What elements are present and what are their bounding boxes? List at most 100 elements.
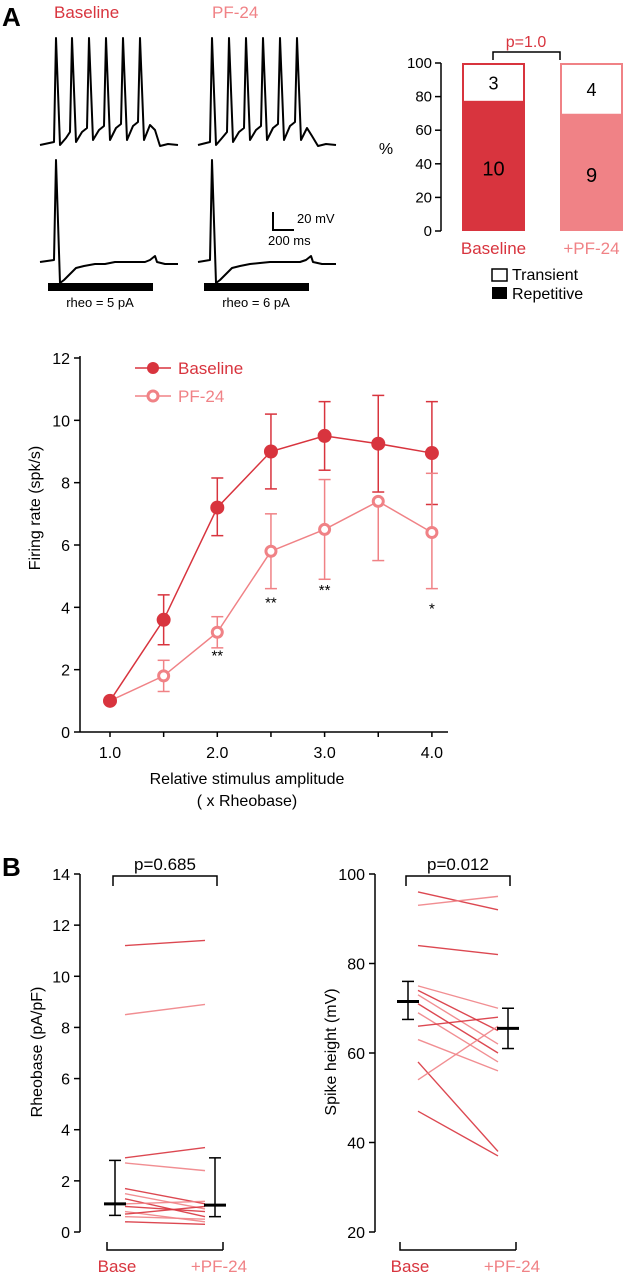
bar-repetitive-1 — [560, 114, 623, 231]
point-baseline — [210, 500, 225, 515]
spike-pair-line — [417, 1003, 499, 1054]
point-baseline — [317, 428, 332, 443]
legend-baseline-label: Baseline — [178, 359, 243, 378]
spike-y-tick-label: 20 — [347, 1225, 365, 1242]
spike-pvalue-label: p=0.012 — [427, 855, 489, 874]
spike-pvalue-bracket — [405, 875, 511, 886]
rheobase-pair-line — [124, 1221, 206, 1226]
rheobase-pair-line — [124, 1003, 206, 1016]
rheo-label-pf: rheo = 6 pA — [222, 295, 290, 310]
firing-y-tick-label: 8 — [61, 476, 70, 493]
firing-y-label: Firing rate (spk/s) — [27, 446, 44, 570]
spike-category-base: Base — [391, 1257, 430, 1276]
point-baseline — [263, 444, 278, 459]
firing-y-tick-label: 10 — [52, 413, 70, 430]
firing-x-label-2: ( x Rheobase) — [197, 793, 298, 810]
bar-transient-count-0: 3 — [488, 73, 498, 93]
point-baseline — [424, 446, 439, 461]
trace-baseline-repetitive — [39, 37, 179, 147]
point-pf — [318, 522, 332, 536]
legend-transient-label: Transient — [512, 267, 579, 284]
bar-repetitive-0 — [462, 101, 525, 231]
trace-title-pf: PF-24 — [212, 3, 258, 22]
rheobase-pvalue-label: p=0.685 — [134, 855, 196, 874]
bar-transient-1 — [560, 63, 623, 116]
firing-x-label: Relative stimulus amplitude — [150, 771, 345, 788]
rheobase-category-pf: +PF-24 — [191, 1257, 247, 1276]
scale-voltage-label: 20 mV — [297, 211, 335, 226]
rheobase-pair-line — [124, 939, 206, 947]
rheobase-pair-line — [124, 1198, 206, 1218]
point-baseline — [103, 693, 117, 708]
stacked-y-tick-label: 40 — [415, 156, 432, 173]
stacked-y-tick-label: 60 — [415, 122, 432, 139]
rheobase-y-label: Rheobase (pA/pF) — [29, 987, 46, 1118]
bar-transient-0 — [462, 63, 525, 103]
point-baseline — [156, 612, 171, 627]
bar-repetitive-count-0: 10 — [482, 158, 504, 180]
rheobase-chart: Rheobase (pA/pF) 0 2 4 6 8 10 12 14 p=0.685 Base +… — [29, 855, 247, 1276]
rheobase-y-tick-label: 8 — [61, 1020, 70, 1037]
rheobase-pair-line — [124, 1205, 206, 1215]
rheobase-pair-line — [124, 1192, 206, 1210]
firing-y-tick-label: 0 — [61, 725, 70, 742]
point-pf — [264, 544, 278, 558]
spike-pair-line — [417, 989, 499, 1032]
panel-label-b: B — [2, 852, 21, 882]
spike-pair-line — [417, 1061, 499, 1152]
stacked-bar-chart: p=1.0 % Transient Repetitive 0 20 40 60 80 10… — [379, 34, 623, 303]
significance-marker: ** — [265, 594, 277, 611]
stimulus-bar-baseline — [48, 283, 153, 291]
rheobase-y-tick-label: 10 — [52, 969, 70, 986]
firing-x-tick-label: 3.0 — [313, 745, 335, 762]
firing-y-tick-label: 12 — [52, 351, 70, 368]
legend-transient-swatch — [491, 268, 508, 282]
rheo-label-baseline: rheo = 5 pA — [66, 295, 134, 310]
trace-pf-repetitive — [197, 37, 337, 147]
point-pf — [425, 526, 439, 540]
significance-marker: ** — [211, 647, 223, 664]
rheobase-pair-line — [124, 1200, 206, 1205]
spike-y-label: Spike height (mV) — [323, 988, 340, 1115]
stacked-pvalue-bracket — [492, 51, 561, 60]
stacked-y-tick-label: 20 — [415, 189, 432, 206]
stacked-pvalue: p=1.0 — [506, 34, 547, 51]
point-baseline — [371, 436, 386, 451]
point-pf — [157, 669, 171, 683]
bar-repetitive-count-1: 9 — [586, 165, 597, 187]
stimulus-bar-pf — [204, 283, 309, 291]
firing-y-tick-label: 6 — [61, 538, 70, 555]
firing-x-tick-label: 2.0 — [206, 745, 228, 762]
scale-time-label: 200 ms — [268, 233, 311, 248]
spike-pair-line — [417, 985, 499, 1009]
rheobase-pair-line — [124, 1205, 206, 1213]
spike-pair-line — [417, 1110, 499, 1157]
trace-baseline-transient — [39, 159, 178, 284]
legend-repetitive-label: Repetitive — [512, 286, 583, 303]
point-pf — [210, 625, 224, 639]
spike-pair-line — [417, 944, 499, 956]
rheobase-y-tick-label: 0 — [61, 1225, 70, 1242]
stacked-y-label: % — [379, 141, 393, 158]
spike-category-pf: +PF-24 — [484, 1257, 540, 1276]
significance-marker: ** — [319, 582, 331, 599]
spike-pair-line — [417, 1012, 499, 1063]
stacked-y-tick-label: 0 — [424, 223, 432, 240]
point-pf — [371, 494, 385, 508]
firing-x-tick-label: 4.0 — [421, 745, 443, 762]
stacked-y-tick-label: 100 — [407, 55, 432, 72]
spike-x-bracket — [399, 1242, 516, 1251]
rheobase-pair-line — [124, 1215, 206, 1220]
firing-x-tick-label: 1.0 — [99, 745, 121, 762]
firing-rate-chart: Firing rate (spk/s) Relative stimulus am… — [27, 351, 448, 810]
rheobase-y-tick-label: 12 — [52, 918, 70, 935]
legend-pf-label: PF-24 — [178, 387, 224, 406]
rheobase-pair-line — [124, 1162, 206, 1172]
firing-y-tick-label: 2 — [61, 663, 70, 680]
rheobase-category-base: Base — [98, 1257, 137, 1276]
trace-title-baseline: Baseline — [54, 3, 119, 22]
spike-y-tick-label: 100 — [338, 867, 365, 884]
rheobase-y-tick-label: 14 — [52, 867, 70, 884]
bar-transient-count-1: 4 — [586, 80, 596, 100]
rheobase-pvalue-bracket — [112, 875, 218, 886]
